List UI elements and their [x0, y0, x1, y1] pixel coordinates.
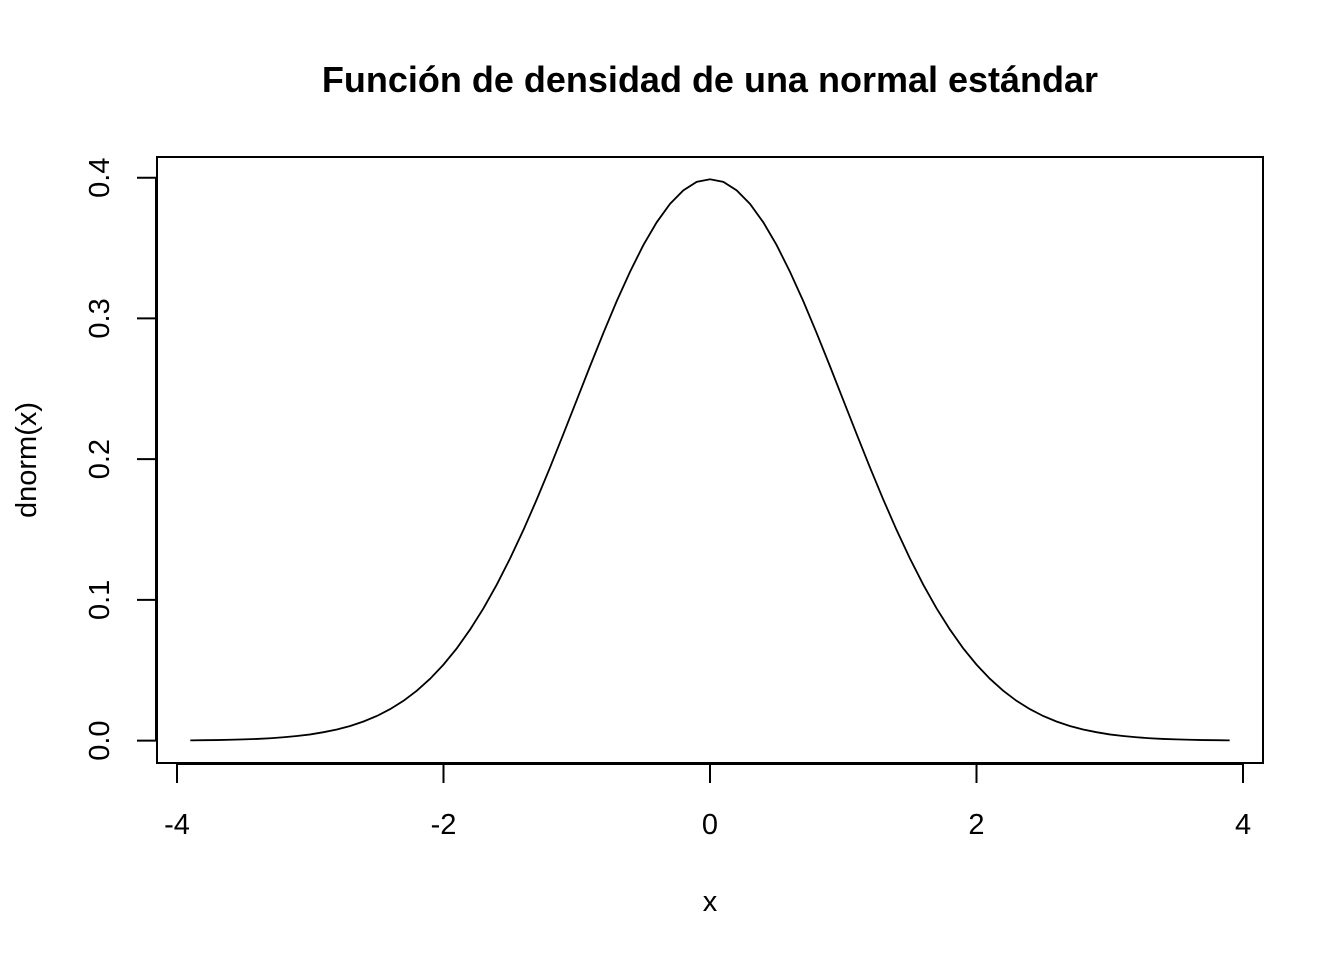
- x-tick-label: -2: [431, 809, 457, 841]
- x-axis-label: x: [703, 886, 718, 918]
- plot-area: [190, 178, 1230, 742]
- y-axis: 0.0 0.1 0.2 0.3 0.4: [84, 158, 157, 761]
- y-axis-label: dnorm(x): [11, 402, 43, 518]
- density-curve: [190, 178, 1230, 742]
- y-tick-label: 0.1: [84, 580, 116, 620]
- plot-frame: [156, 156, 1264, 764]
- y-tick-label: 0.2: [84, 439, 116, 479]
- chart-title: Función de densidad de una normal estánd…: [322, 59, 1098, 100]
- x-tick-label: 0: [702, 809, 718, 841]
- x-tick-label: 2: [968, 809, 984, 841]
- y-tick-label: 0.0: [84, 720, 116, 760]
- x-tick-label: 4: [1235, 809, 1251, 841]
- x-tick-label: -4: [164, 809, 190, 841]
- y-tick-label: 0.4: [84, 158, 116, 198]
- y-tick-label: 0.3: [84, 298, 116, 338]
- x-axis: -4 -2 0 2 4: [164, 763, 1251, 841]
